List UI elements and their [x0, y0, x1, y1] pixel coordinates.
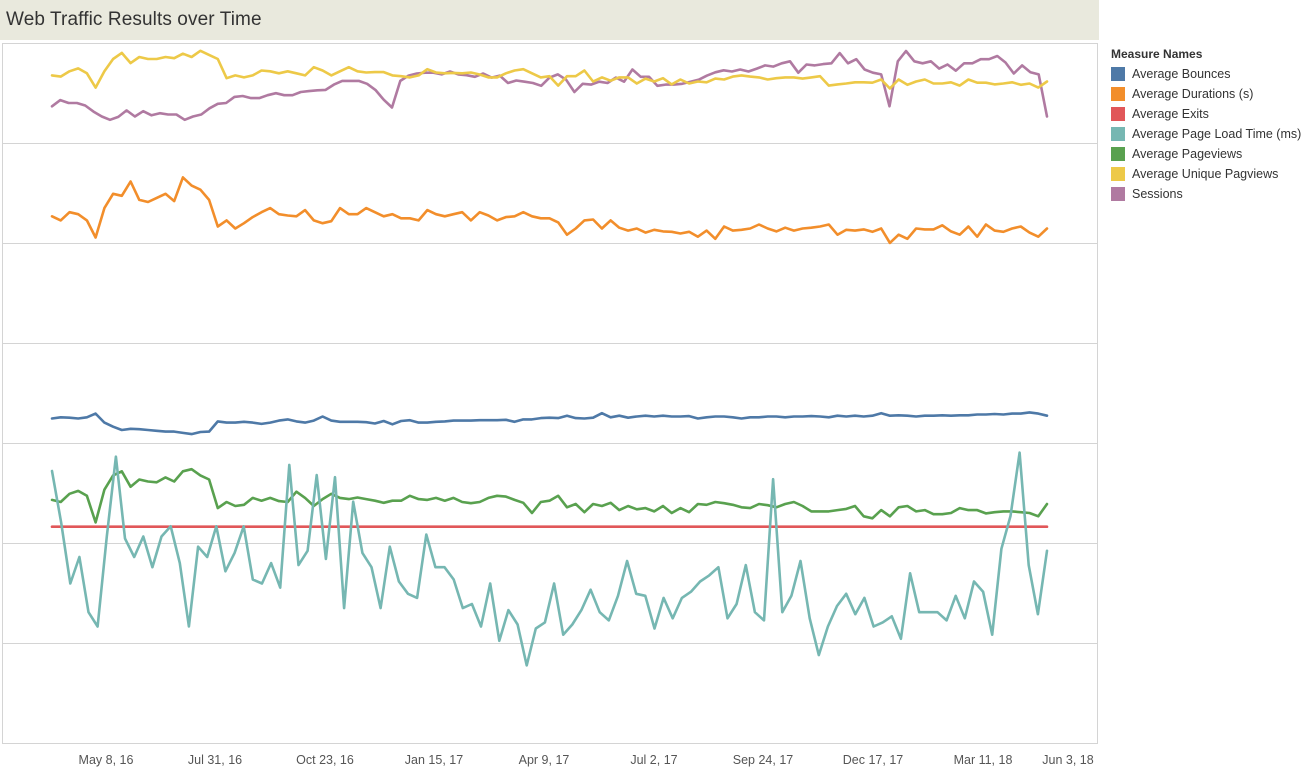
pane-frame: [2, 343, 1098, 444]
pane-frame: [2, 43, 1098, 144]
legend-swatch: [1111, 127, 1125, 141]
series-line[interactable]: [50, 176, 1049, 245]
legend-item[interactable]: Average Exits: [1111, 104, 1316, 124]
pane-frame: [2, 543, 1098, 644]
legend-item[interactable]: Average Durations (s): [1111, 84, 1316, 104]
legend-swatch: [1111, 187, 1125, 201]
x-tick-label: Jun 3, 18: [1042, 753, 1093, 767]
x-tick-label: Jan 15, 17: [405, 753, 463, 767]
legend-label: Average Unique Pagviews: [1132, 167, 1279, 181]
line-chart: May 8, 16 Jul 31, 16 Oct 23, 16 Jan 15, 17 A…: [2, 43, 1098, 767]
x-tick-label: Dec 17, 17: [843, 753, 904, 767]
title-bar: Web Traffic Results over Time: [0, 0, 1099, 40]
legend-item[interactable]: Average Pageviews: [1111, 144, 1316, 164]
legend-label: Average Exits: [1132, 107, 1209, 121]
series-line[interactable]: [50, 467, 1049, 524]
pane-frame: [2, 643, 1098, 744]
x-tick-label: Jul 31, 16: [188, 753, 242, 767]
legend-swatch: [1111, 87, 1125, 101]
legend-title: Measure Names: [1111, 47, 1203, 61]
legend-label: Average Pageviews: [1132, 147, 1243, 161]
legend-item[interactable]: Average Page Load Time (ms): [1111, 124, 1316, 144]
legend-swatch: [1111, 147, 1125, 161]
series-line[interactable]: [50, 411, 1049, 436]
x-tick-label: Apr 9, 17: [519, 753, 570, 767]
x-tick-label: Jul 2, 17: [630, 753, 677, 767]
x-tick-label: Oct 23, 16: [296, 753, 354, 767]
x-tick-label: Sep 24, 17: [733, 753, 794, 767]
pane-frame: [2, 243, 1098, 344]
x-tick-label: Mar 11, 18: [954, 753, 1013, 767]
legend-label: Average Page Load Time (ms): [1132, 127, 1302, 141]
legend-label: Sessions: [1132, 187, 1183, 201]
legend-item[interactable]: Average Unique Pagviews: [1111, 164, 1316, 184]
legend-label: Average Durations (s): [1132, 87, 1254, 101]
page-title: Web Traffic Results over Time: [6, 9, 262, 30]
series-line[interactable]: [50, 451, 1049, 667]
legend-swatch: [1111, 167, 1125, 181]
series-line[interactable]: [50, 49, 1049, 122]
x-tick-label: May 8, 16: [79, 753, 134, 767]
series-line[interactable]: [50, 49, 1049, 90]
pane-frame: [2, 443, 1098, 544]
legend-label: Average Bounces: [1132, 67, 1231, 81]
legend-item[interactable]: Average Bounces: [1111, 64, 1316, 84]
legend-item[interactable]: Sessions: [1111, 184, 1316, 204]
legend-swatch: [1111, 107, 1125, 121]
legend-swatch: [1111, 67, 1125, 81]
legend: Measure Names Average Bounces Average Dur…: [1111, 46, 1316, 204]
